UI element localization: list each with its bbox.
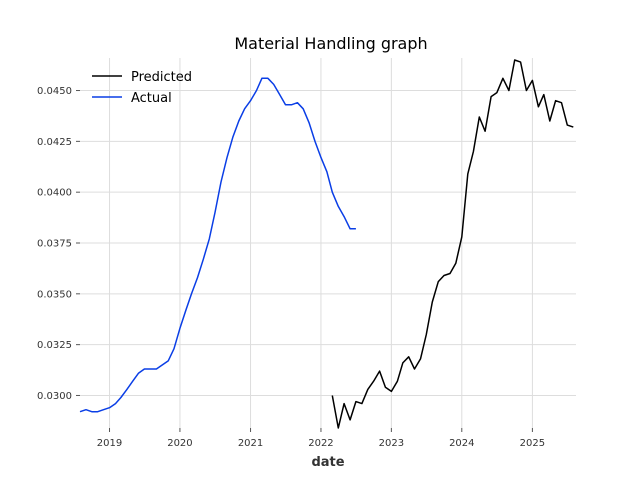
legend-label-predicted: Predicted: [131, 70, 192, 85]
y-tick-label: 0.0400: [37, 188, 72, 199]
x-tick-label: 2023: [379, 438, 404, 449]
x-tick-label: 2022: [308, 438, 333, 449]
series-line-predicted: [331, 59, 574, 429]
x-axis-label: date: [311, 455, 344, 470]
chart-title: Material Handling graph: [234, 34, 427, 53]
y-tick-label: 0.0450: [37, 86, 72, 97]
x-tick-label: 2025: [520, 438, 545, 449]
y-tick-label: 0.0325: [37, 340, 72, 351]
y-tick-label: 0.0375: [37, 239, 72, 250]
y-tick-label: 0.0300: [37, 391, 72, 402]
x-tick-label: 2024: [449, 438, 474, 449]
x-tick-label: 2019: [97, 438, 122, 449]
legend: Predicted Actual: [92, 70, 192, 106]
axes: 2019 2020 2021 2022 2023 2024 2025 0.0300 0.0325…: [37, 86, 545, 449]
legend-label-actual: Actual: [131, 91, 172, 106]
x-tick-label: 2021: [238, 438, 263, 449]
grid: [80, 58, 576, 428]
series-layer: [79, 59, 574, 429]
series-line-actual: [79, 77, 356, 413]
y-tick-label: 0.0425: [37, 137, 72, 148]
y-tick-label: 0.0350: [37, 289, 72, 300]
x-tick-label: 2020: [167, 438, 192, 449]
